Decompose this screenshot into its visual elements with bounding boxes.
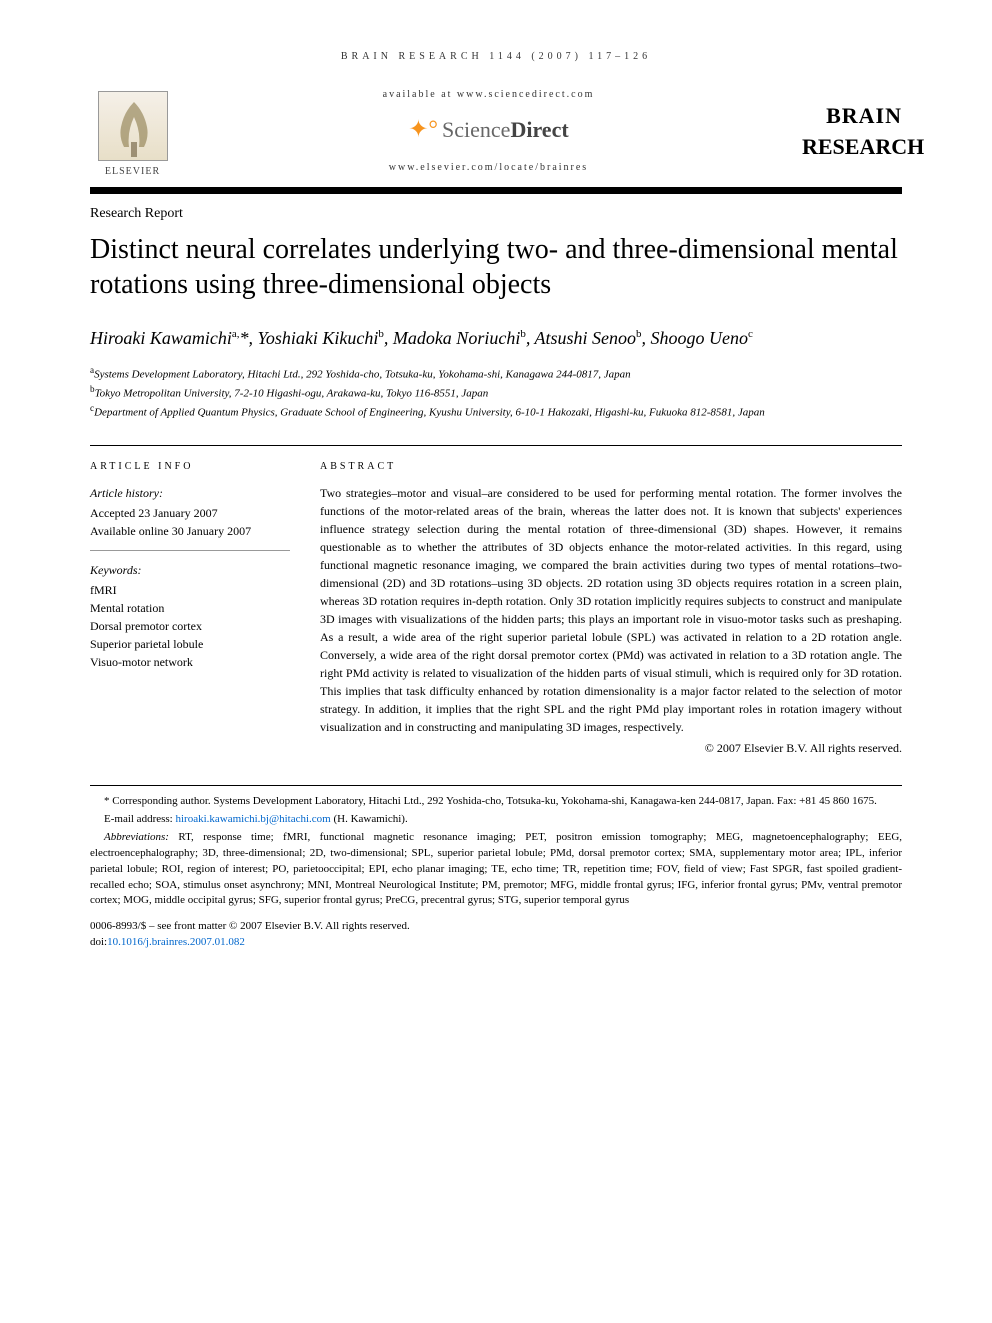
elsevier-tree-icon — [98, 91, 168, 161]
sciencedirect-text: ScienceDirect — [442, 115, 569, 146]
keyword-item: Mental rotation — [90, 599, 290, 617]
available-at-text: available at www.sciencedirect.com — [175, 88, 802, 102]
corresponding-author: * Corresponding author. Systems Developm… — [90, 794, 902, 810]
keywords-block: Keywords: fMRIMental rotationDorsal prem… — [90, 561, 290, 681]
article-info-heading: ARTICLE INFO — [90, 460, 290, 474]
info-abstract-row: ARTICLE INFO Article history: Accepted 2… — [90, 445, 902, 757]
keyword-item: fMRI — [90, 581, 290, 599]
article-type: Research Report — [90, 204, 902, 224]
article-info-column: ARTICLE INFO Article history: Accepted 2… — [90, 460, 290, 757]
running-head: BRAIN RESEARCH 1144 (2007) 117–126 — [90, 50, 902, 64]
journal-logo: BRAIN RESEARCH — [802, 101, 902, 163]
journal-url: www.elsevier.com/locate/brainres — [175, 161, 802, 175]
article-title: Distinct neural correlates underlying tw… — [90, 232, 902, 302]
abstract-text: Two strategies–motor and visual–are cons… — [320, 484, 902, 736]
masthead: ELSEVIER available at www.sciencedirect.… — [90, 84, 902, 194]
sciencedirect-star-icon: ✦° — [408, 114, 438, 148]
keyword-item: Superior parietal lobule — [90, 635, 290, 653]
online-date: Available online 30 January 2007 — [90, 522, 290, 540]
footer-meta: 0006-8993/$ – see front matter © 2007 El… — [90, 919, 902, 950]
sciencedirect-logo: ✦° ScienceDirect — [408, 114, 568, 148]
footnotes: * Corresponding author. Systems Developm… — [90, 785, 902, 910]
email-line: E-mail address: hiroaki.kawamichi.bj@hit… — [90, 812, 902, 828]
keywords-label: Keywords: — [90, 561, 290, 579]
journal-name-line2: RESEARCH — [802, 132, 902, 163]
keyword-item: Visuo-motor network — [90, 653, 290, 671]
abstract-heading: ABSTRACT — [320, 460, 902, 474]
email-link[interactable]: hiroaki.kawamichi.bj@hitachi.com — [175, 813, 330, 825]
authors: Hiroaki Kawamichia,*, Yoshiaki Kikuchib,… — [90, 326, 902, 350]
doi-line: doi:10.1016/j.brainres.2007.01.082 — [90, 935, 902, 950]
accepted-date: Accepted 23 January 2007 — [90, 504, 290, 522]
journal-name-line1: BRAIN — [802, 101, 902, 132]
abstract-column: ABSTRACT Two strategies–motor and visual… — [320, 460, 902, 757]
elsevier-label: ELSEVIER — [105, 165, 160, 179]
abbreviations: Abbreviations: RT, response time; fMRI, … — [90, 830, 902, 910]
keyword-item: Dorsal premotor cortex — [90, 617, 290, 635]
article-history-block: Article history: Accepted 23 January 200… — [90, 484, 290, 551]
affiliations: aSystems Development Laboratory, Hitachi… — [90, 364, 902, 421]
history-label: Article history: — [90, 484, 290, 502]
masthead-center: available at www.sciencedirect.com ✦° Sc… — [175, 88, 802, 176]
front-matter: 0006-8993/$ – see front matter © 2007 El… — [90, 919, 902, 934]
abstract-copyright: © 2007 Elsevier B.V. All rights reserved… — [320, 740, 902, 757]
elsevier-logo: ELSEVIER — [90, 84, 175, 179]
doi-link[interactable]: 10.1016/j.brainres.2007.01.082 — [107, 936, 245, 948]
